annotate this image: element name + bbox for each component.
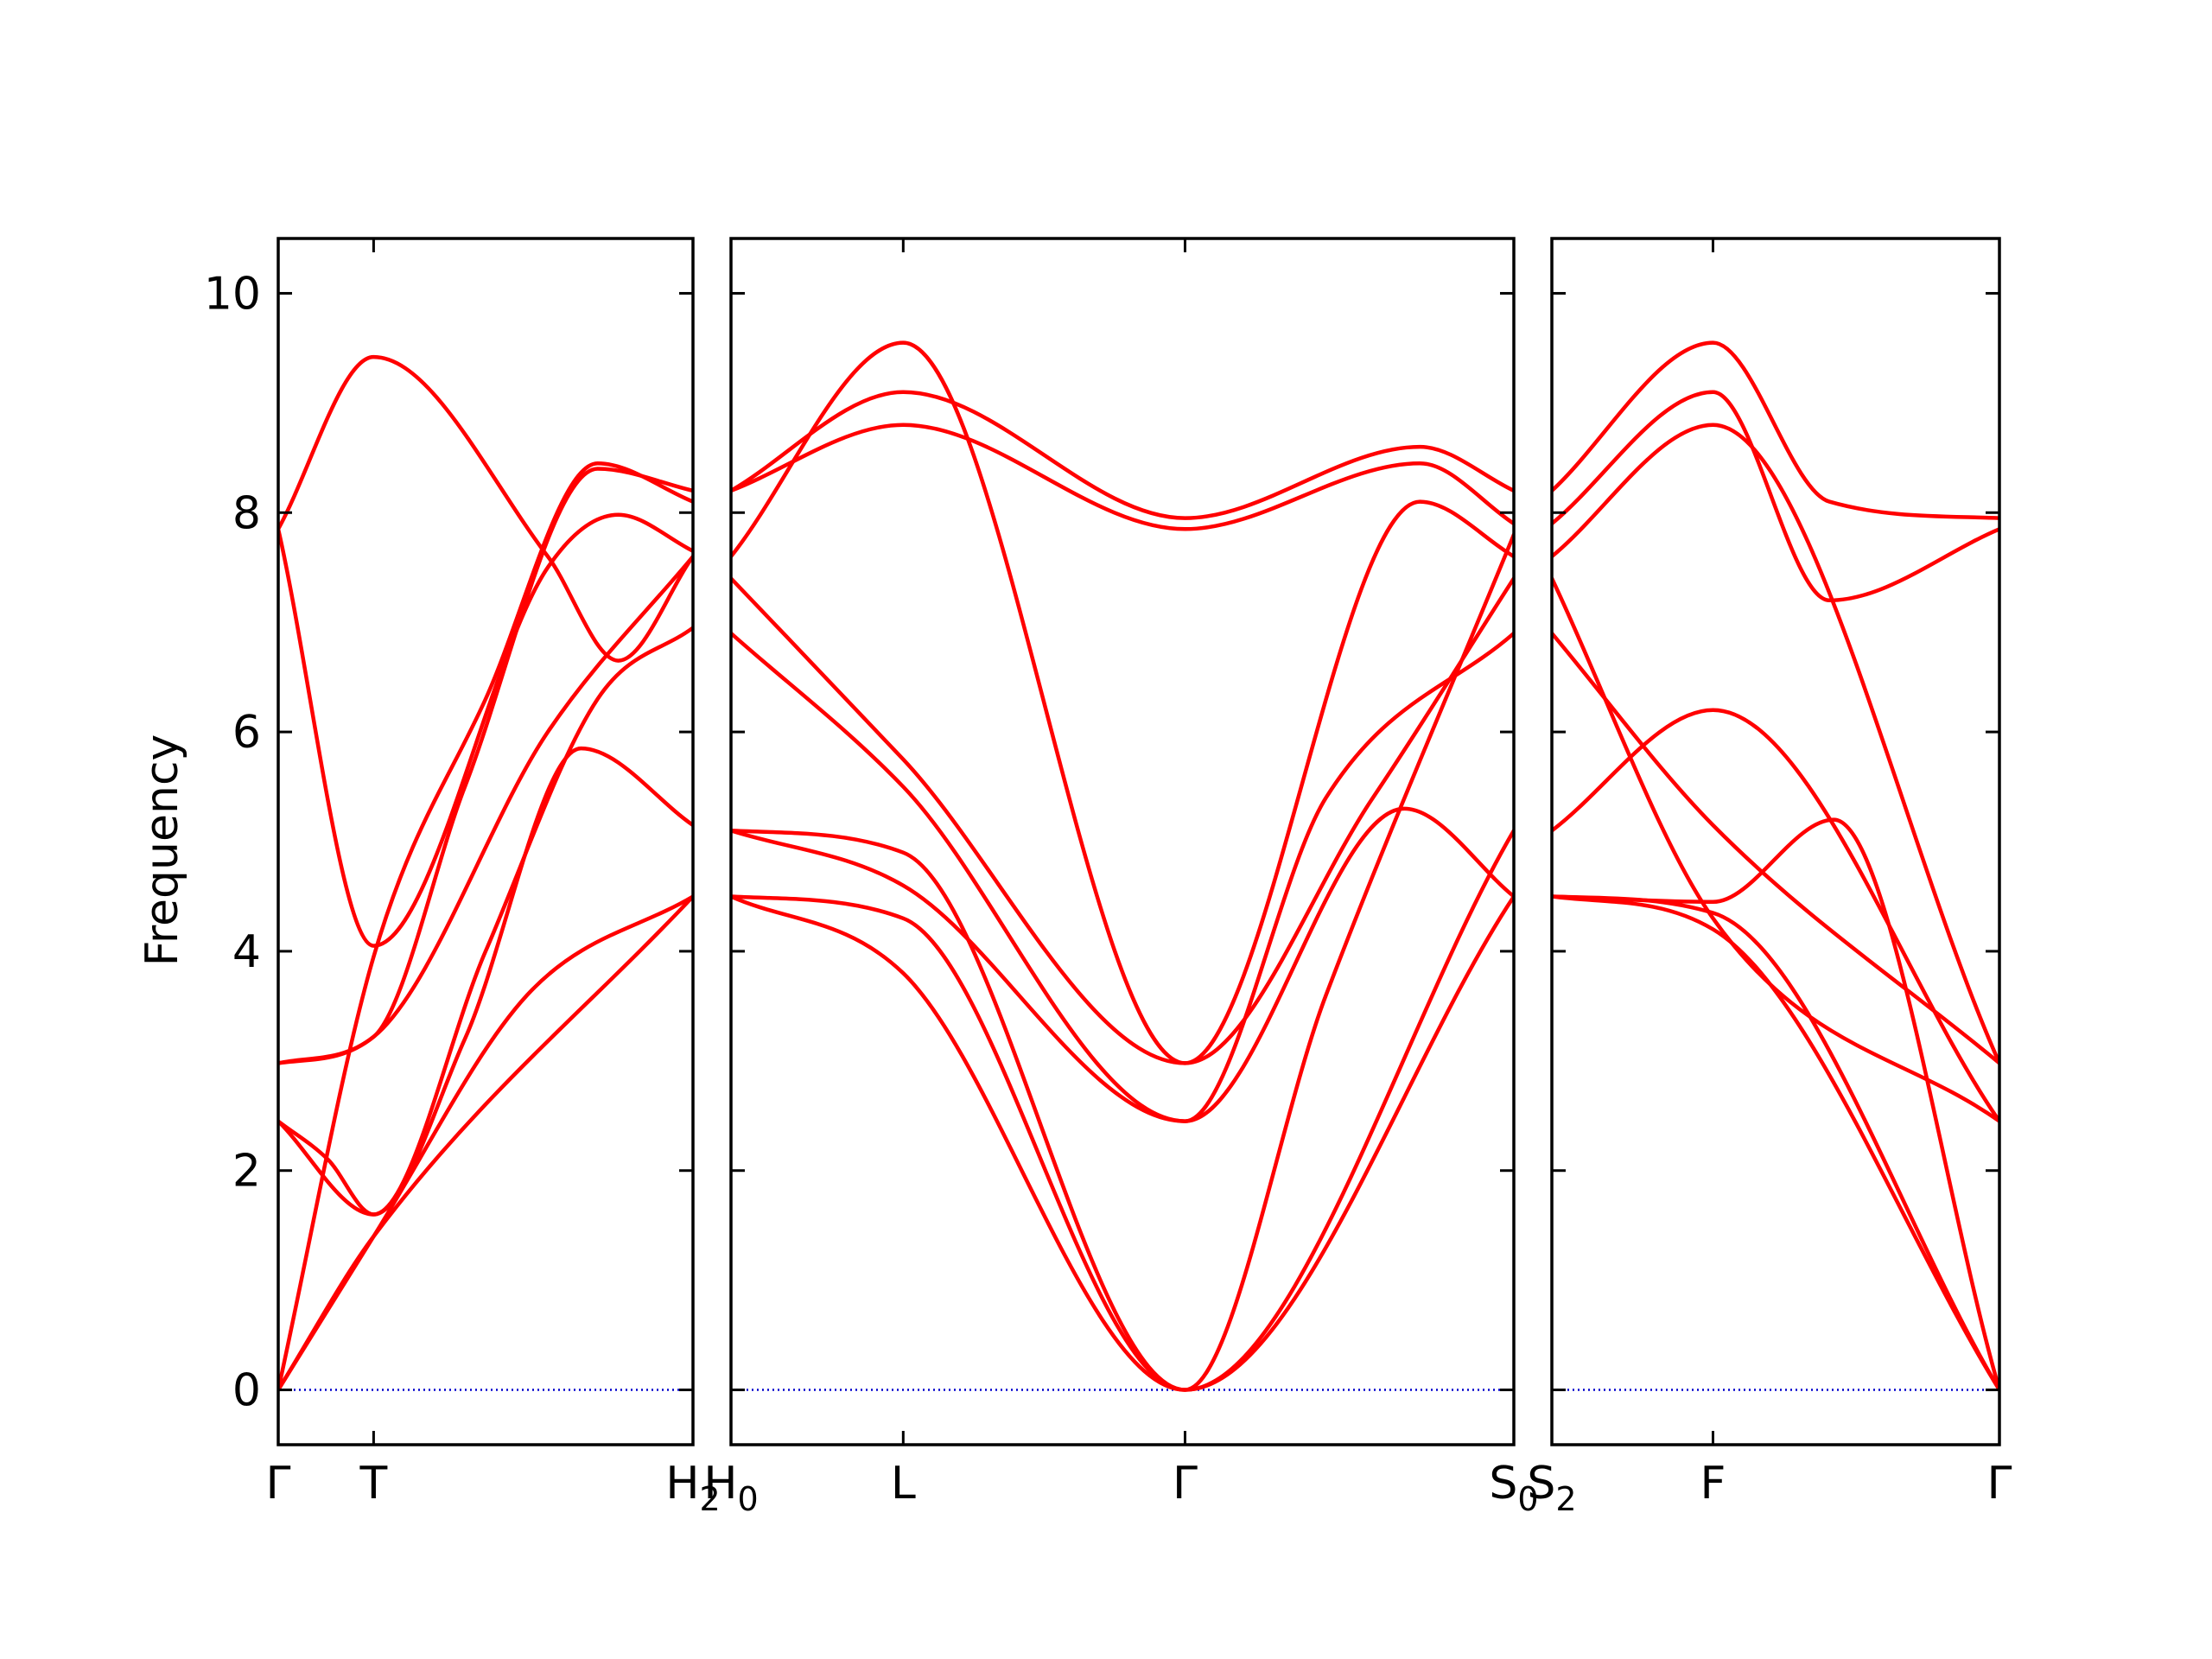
band-3 — [278, 461, 693, 1392]
panel-3: S2 F Γ — [1527, 237, 2012, 1518]
x-tick-label: T — [359, 1458, 388, 1510]
x-tick-label: F — [1700, 1458, 1726, 1510]
y-axis-label: Frequency — [137, 734, 188, 967]
band-2 — [278, 894, 693, 1392]
band-8 — [1552, 390, 1999, 603]
band-group — [278, 354, 693, 1392]
y-tick-label: 10 — [204, 268, 261, 320]
x-tick-label: S0 — [1489, 1458, 1538, 1518]
band-6 — [1552, 631, 1999, 1065]
band-9 — [278, 354, 693, 663]
band-group — [731, 340, 1514, 1392]
band-3 — [731, 532, 1514, 1392]
panel-frame — [1550, 237, 2001, 1446]
x-tick-label: L — [891, 1458, 916, 1510]
panel-frame — [729, 237, 1516, 1446]
band-5 — [1552, 708, 1999, 1123]
y-tick-label: 6 — [232, 707, 261, 759]
band-4 — [1552, 576, 1999, 1123]
band-5 — [731, 631, 1514, 1123]
y-tick-label: 2 — [232, 1146, 261, 1198]
y-tick-label: 0 — [232, 1365, 261, 1417]
band-5 — [278, 626, 693, 1217]
band-4 — [731, 631, 1514, 1123]
x-tick-label: H0 — [703, 1458, 758, 1518]
y-tick-label: 4 — [232, 926, 261, 978]
x-tick-label: H2 — [665, 1458, 720, 1518]
band-9 — [731, 390, 1514, 520]
x-tick-label: Γ — [266, 1458, 291, 1510]
band-3 — [1552, 817, 1999, 1392]
band-9 — [1552, 340, 1999, 520]
panel-2: H0 L Γ S0 — [703, 237, 1539, 1518]
band-group — [1552, 340, 1999, 1392]
band-2 — [731, 829, 1514, 1392]
band-2 — [1552, 894, 1999, 1392]
band-1 — [278, 894, 693, 1392]
band-7 — [731, 340, 1514, 1065]
panel-1: Γ T H2 0 2 4 6 8 10 — [204, 237, 721, 1518]
y-tick-label: 8 — [232, 487, 261, 539]
x-tick-label: S2 — [1527, 1458, 1576, 1518]
band-1 — [1552, 894, 1999, 1392]
band-8 — [731, 423, 1514, 531]
band-4 — [278, 746, 693, 1217]
band-7 — [1552, 423, 1999, 1065]
panel-frame — [276, 237, 695, 1446]
x-tick-label: Γ — [1987, 1458, 2012, 1510]
x-tick-label: Γ — [1173, 1458, 1198, 1510]
band-8 — [278, 512, 693, 948]
band-1 — [731, 894, 1514, 1392]
band-7 — [278, 467, 693, 1065]
